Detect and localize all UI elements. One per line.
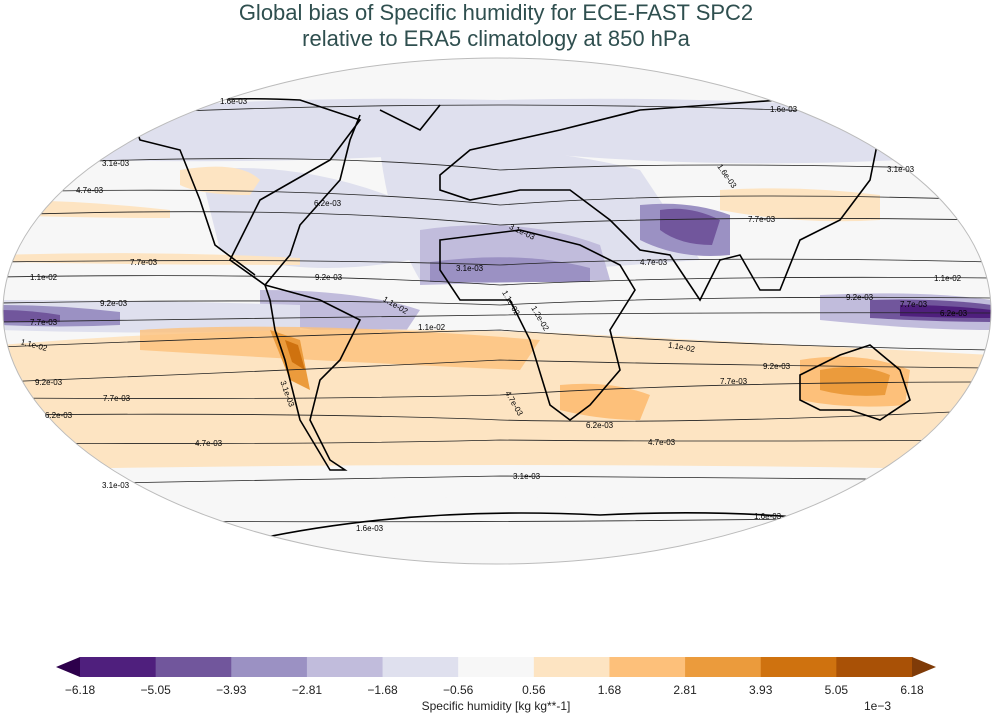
- colorbar-bin: [382, 657, 459, 677]
- colorbar-bin: [609, 657, 686, 677]
- contour-label: 7.7e-03: [30, 318, 58, 327]
- colorbar-tick-label: −3.93: [216, 683, 247, 697]
- contour-label: 4.7e-03: [648, 438, 676, 447]
- colorbar-extend-max: [912, 657, 936, 677]
- colorbar-tick-label: −1.68: [367, 683, 398, 697]
- contour-label: 9.2e-03: [35, 378, 63, 387]
- title-line-1: Global bias of Specific humidity for ECE…: [238, 0, 754, 25]
- contour-label: 9.2e-03: [846, 293, 874, 302]
- colorbar-tick-label: 6.18: [900, 683, 924, 697]
- contour-label: 7.7e-03: [900, 300, 928, 309]
- contour-label: 7.7e-03: [720, 377, 748, 386]
- contour-label: 9.2e-03: [763, 362, 791, 371]
- contour-label: 4.7e-03: [195, 439, 223, 448]
- colorbar-label: Specific humidity [kg kg**-1]: [421, 699, 571, 713]
- contour-label: 1.1e-02: [418, 323, 446, 332]
- contour-label: 1.1e-02: [30, 273, 58, 282]
- contour-label: 1.6e-03: [770, 105, 798, 114]
- contour-label: 9.2e-03: [315, 273, 343, 282]
- colorbar-tick-label: 5.05: [824, 683, 849, 697]
- colorbar-tick-label: −0.56: [442, 683, 474, 697]
- map: 1.6e-03 1.6e-03 3.1e-03 3.1e-03 4.7e-03 …: [2, 57, 992, 565]
- contour-label: 7.7e-03: [103, 394, 131, 403]
- contour-label: 7.7e-03: [748, 215, 776, 224]
- colorbar: [56, 657, 936, 677]
- colorbar-extend-min: [56, 657, 80, 677]
- colorbar-tick-label: 3.93: [749, 683, 773, 697]
- globe-outline: [2, 57, 992, 565]
- title-line-2: relative to ERA5 climatology at 850 hPa: [302, 26, 690, 51]
- colorbar-bin: [231, 657, 308, 677]
- contour-label: 1.6e-03: [356, 524, 384, 533]
- colorbar-tick-label: −6.18: [64, 683, 96, 697]
- contour-label: 6.2e-03: [940, 309, 968, 318]
- contour-label: 6.2e-03: [314, 199, 342, 208]
- colorbar-bin: [458, 657, 535, 677]
- colorbar-tick-label: −5.05: [140, 683, 171, 697]
- colorbar-tick-label: 1.68: [597, 683, 622, 697]
- colorbar-tick-label: 2.81: [673, 683, 697, 697]
- contour-label: 3.1e-03: [513, 472, 541, 481]
- contour-label: 3.1e-03: [102, 481, 130, 490]
- contour-label: 6.2e-03: [586, 421, 614, 430]
- colorbar-tick-label: 0.56: [522, 683, 546, 697]
- colorbar-bin: [155, 657, 232, 677]
- contour-label: 1.6e-03: [754, 512, 782, 521]
- contour-label: 3.1e-03: [456, 264, 484, 273]
- colorbar-bin: [760, 657, 837, 677]
- chart-title: Global bias of Specific humidity for ECE…: [0, 0, 992, 52]
- contour-label: 7.7e-03: [130, 258, 158, 267]
- colorbar-bin: [533, 657, 610, 677]
- contour-label: 9.2e-03: [100, 299, 128, 308]
- colorbar-bin: [80, 657, 157, 677]
- colorbar-bin: [836, 657, 913, 677]
- colorbar-bin: [685, 657, 762, 677]
- contour-label: 1.1e-02: [934, 274, 962, 283]
- colorbar-scale: 1e−3: [864, 699, 892, 713]
- contour-label: 6.2e-03: [45, 411, 73, 420]
- contour-label: 3.1e-03: [102, 159, 130, 168]
- colorbar-tick-label: −2.81: [291, 683, 323, 697]
- contour-label: 3.1e-03: [887, 165, 915, 174]
- contour-label: 1.6e-03: [220, 97, 248, 106]
- contour-label: 4.7e-03: [76, 186, 104, 195]
- colorbar-bin: [306, 657, 384, 677]
- contour-label: 4.7e-03: [640, 258, 668, 267]
